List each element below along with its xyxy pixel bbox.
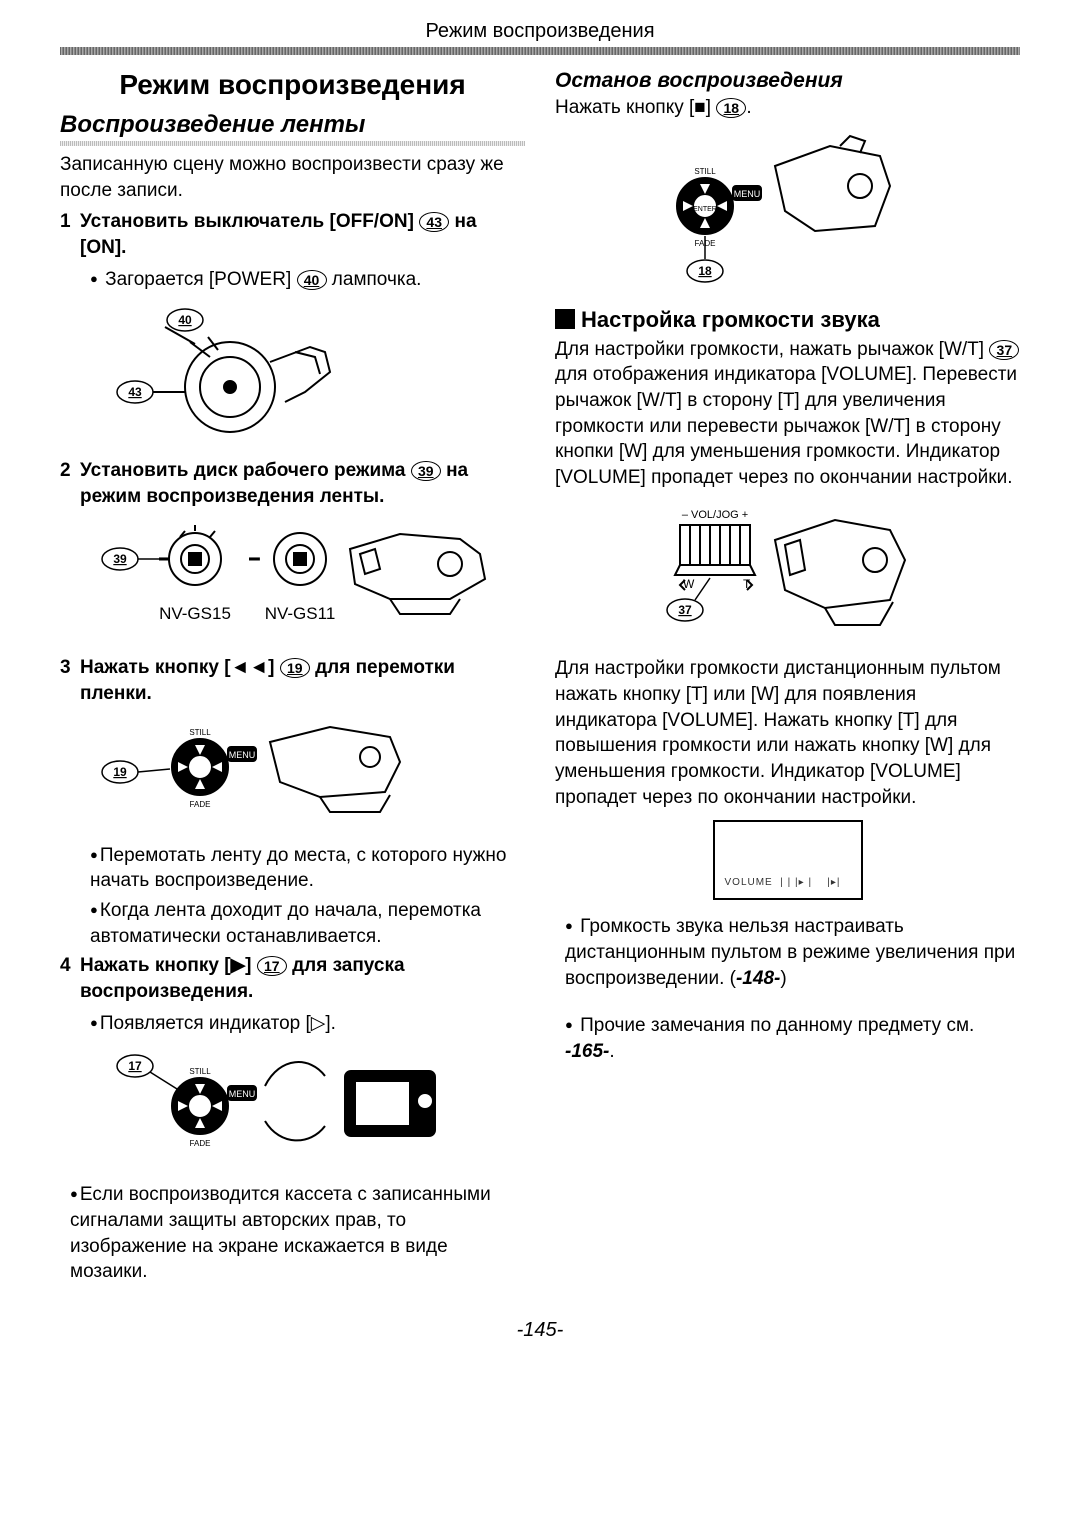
svg-text:ENTER: ENTER [693,206,717,213]
stop-text: Нажать кнопку [■] 18. [555,95,1020,121]
svg-text:STILL: STILL [189,728,211,737]
svg-text:19: 19 [113,765,127,779]
section-rule [60,141,525,146]
svg-text:37: 37 [678,603,692,617]
volume-para-2: Для настройки громкости дистанционным пу… [555,656,1020,810]
volume-heading: Настройка громкости звука [555,307,1020,333]
square-icon [555,309,575,329]
svg-text:39: 39 [113,552,127,566]
svg-text:STILL: STILL [694,167,716,176]
figure-6: – VOL/JOG + W T 37 [625,500,1020,640]
step-number: 2 [60,458,74,509]
step-4-bullet: Появляется индикатор [▷]. [90,1011,525,1037]
step-3: 3 Нажать кнопку [◄◄] 19 для перемотки пл… [60,655,525,706]
svg-text:STILL: STILL [189,1067,211,1076]
svg-text:40: 40 [178,313,192,327]
step-2-text-a: Установить диск рабочего режима [80,460,406,481]
ref-39: 39 [411,461,441,481]
ref-40: 40 [297,270,327,290]
step-3-text-a: Нажать кнопку [◄◄] [80,657,275,678]
svg-text:18: 18 [698,264,712,278]
svg-text:– VOL/JOG +: – VOL/JOG + [682,509,748,521]
figure-4: MENU STILL FADE 17 [90,1046,525,1166]
step-number: 4 [60,953,74,1004]
step-3-bullet-1: Перемотать ленту до места, с которого ну… [90,843,525,894]
step-4-text-a: Нажать кнопку [▶] [80,955,252,976]
ref-18: 18 [716,98,746,118]
volume-bullet-2: Прочие замечания по данному предмету см.… [565,1013,1020,1064]
main-title: Режим воспроизведения [60,69,525,101]
left-column: Режим воспроизведения Воспроизведение ле… [60,69,525,1289]
step-number: 1 [60,209,74,260]
volume-para-1: Для настройки громкости, нажать рычажок … [555,337,1020,491]
svg-text:MENU: MENU [229,750,256,760]
header-divider [60,47,1020,55]
step-1: 1 Установить выключатель [OFF/ON] 43 на … [60,209,525,260]
figure-2: – – 39 NV-GS15 [90,519,525,639]
step-4: 4 Нажать кнопку [▶] 17 для запуска воспр… [60,953,525,1004]
ref-17: 17 [257,956,287,976]
figure-1: 40 43 [90,302,525,442]
page-number: -145- [60,1319,1020,1342]
right-column: Останов воспроизведения Нажать кнопку [■… [555,69,1020,1289]
svg-text:FADE: FADE [190,800,211,809]
svg-text:–: – [250,550,259,567]
ref-37: 37 [989,340,1019,360]
left-footer-bullet: Если воспроизводится кассета с записанны… [70,1182,525,1285]
svg-text:FADE: FADE [190,1139,211,1148]
figure-5: MENU STILL FADE ENTER 18 [635,131,1020,291]
figure-3: MENU STILL FADE 19 [90,717,525,827]
volume-bullet-1: Громкость звука нельзя настраивать диста… [565,914,1020,991]
section-title: Воспроизведение ленты [60,111,525,139]
ref-43: 43 [419,212,449,232]
step-1-bullet: Загорается [POWER] 40 лампочка. [90,267,525,293]
step-3-bullet-2: Когда лента доходит до начала, перемотка… [90,898,525,949]
intro-text: Записанную сцену можно воспроизвести сра… [60,152,525,203]
step-2: 2 Установить диск рабочего режима 39 на … [60,458,525,509]
svg-text:MENU: MENU [229,1089,256,1099]
step-number: 3 [60,655,74,706]
step-1-text-a: Установить выключатель [OFF/ON] [80,211,414,232]
page-header: Режим воспроизведения [60,20,1020,43]
svg-text:NV-GS11: NV-GS11 [265,604,336,623]
svg-text:17: 17 [128,1059,142,1073]
screen-indicator: VOLUME | | |▸ | |▸| [713,820,863,900]
svg-text:MENU: MENU [734,189,761,199]
ref-19: 19 [280,658,310,678]
stop-title: Останов воспроизведения [555,69,1020,93]
svg-text:43: 43 [128,385,142,399]
svg-text:NV-GS15: NV-GS15 [159,604,231,623]
